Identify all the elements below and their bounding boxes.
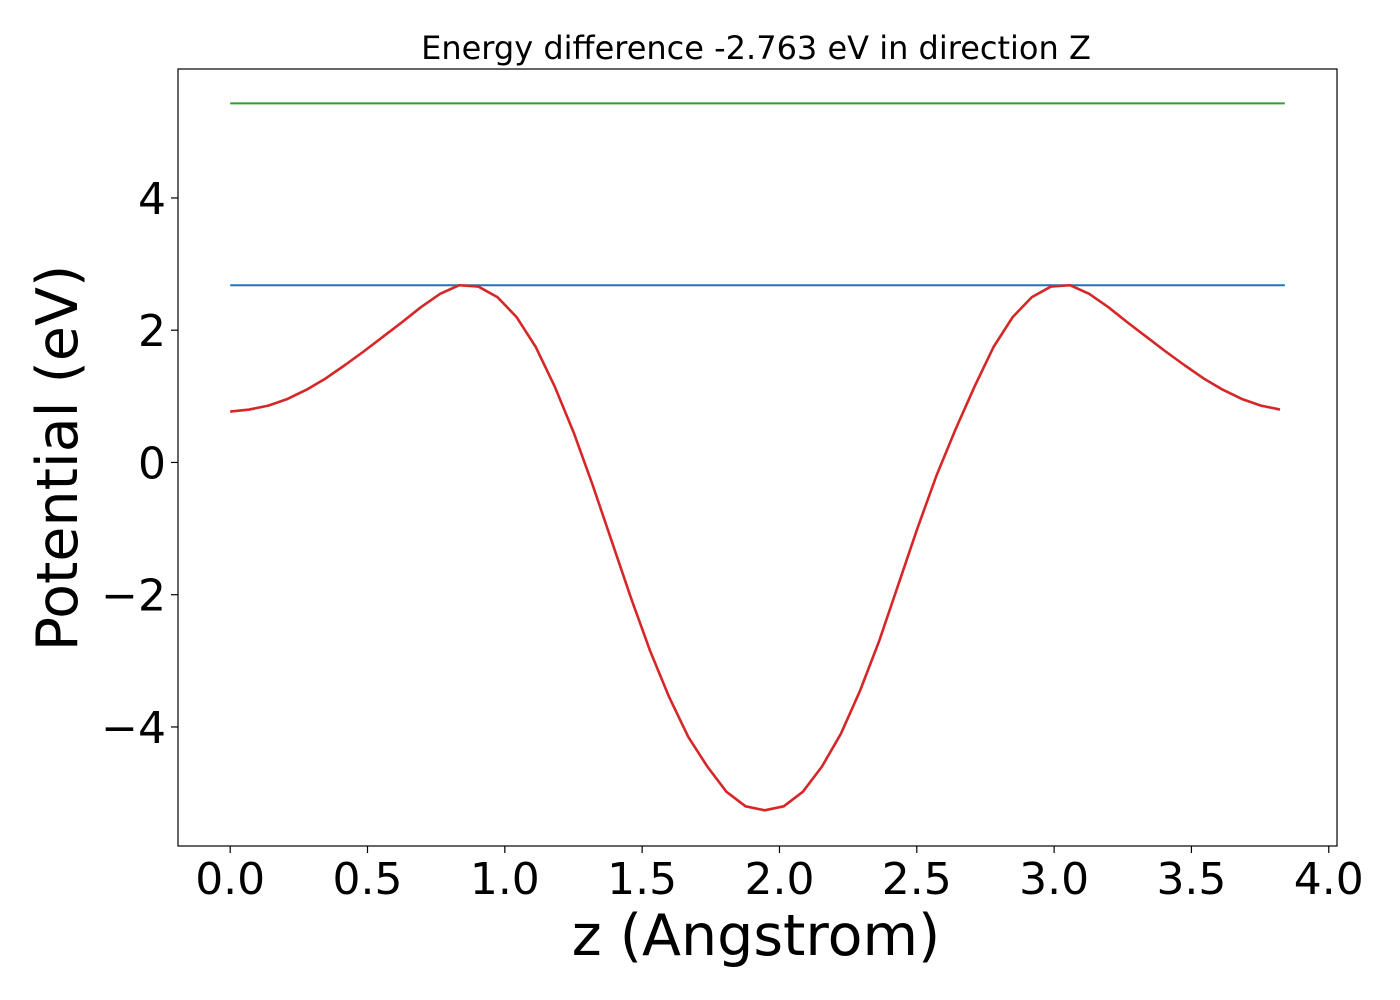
y-axis-ticks: −4 −2 0 2 4 [101,174,178,754]
series-layer [230,102,1285,812]
y-tick-label: 2 [138,306,166,357]
potential-curve-line [230,283,1281,812]
x-tick-label: 0.0 [195,854,265,905]
x-axis-label: z (Angstrom) [572,903,940,969]
chart-title: Energy difference -2.763 eV in direction… [421,29,1091,67]
y-tick-label: 0 [138,438,166,489]
y-tick-label: −2 [101,571,166,622]
y-tick-label: −4 [101,703,166,754]
x-axis-ticks: 0.0 0.5 1.0 1.5 2.0 2.5 3.0 3.5 4.0 [195,846,1364,905]
x-tick-label: 1.5 [607,854,677,905]
y-tick-label: 4 [138,174,166,225]
x-tick-label: 2.0 [744,854,814,905]
x-tick-label: 1.0 [470,854,540,905]
x-tick-label: 3.0 [1019,854,1089,905]
x-tick-label: 4.0 [1294,854,1364,905]
plot-frame [177,68,1338,847]
y-axis-label: Potential (eV) [25,265,91,651]
x-tick-label: 3.5 [1156,854,1226,905]
x-tick-label: 2.5 [882,854,952,905]
x-tick-label: 0.5 [333,854,403,905]
